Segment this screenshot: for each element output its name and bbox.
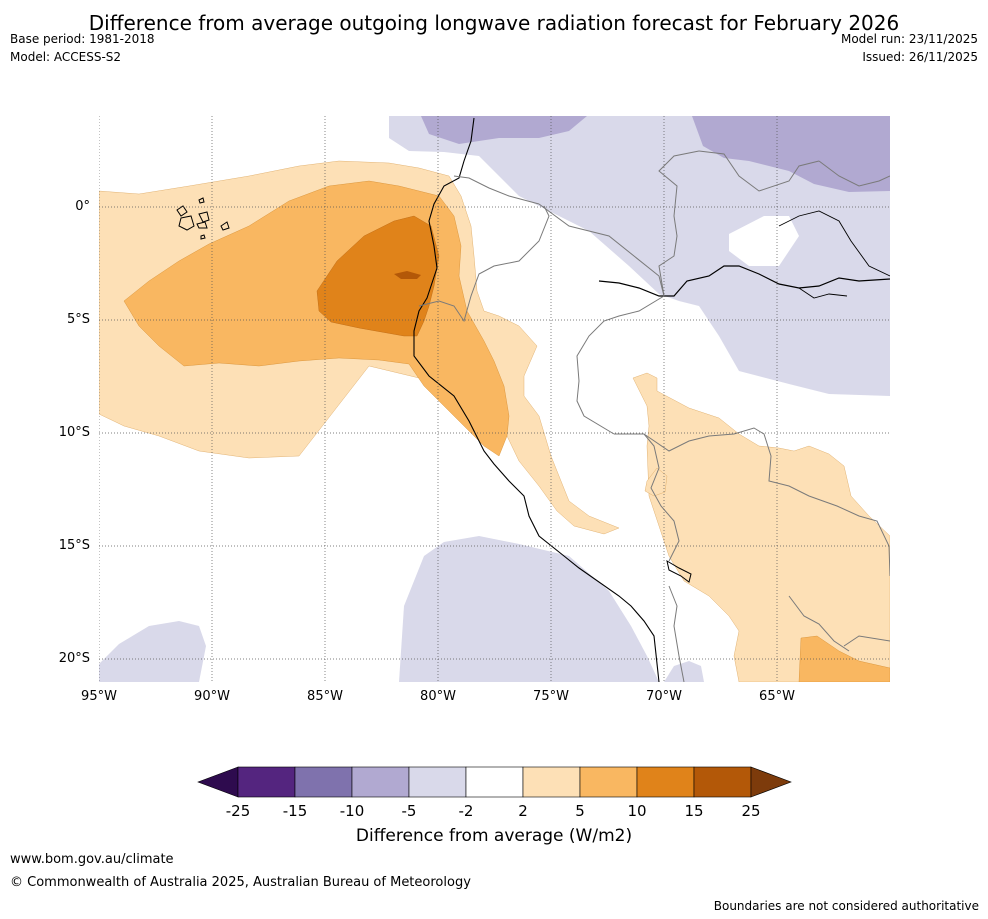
issued-date: Issued: 26/11/2025	[862, 50, 978, 64]
model-run: Model run: 23/11/2025	[840, 32, 978, 46]
lon-label-95w: 95°W	[81, 689, 117, 704]
anomaly-neg2-south-small	[664, 661, 704, 682]
colorbar-tick: 5	[575, 802, 585, 820]
anomaly-pos5-southeast	[798, 635, 890, 682]
boundary-peru-bolivia	[614, 433, 680, 562]
lat-label-10s: 10°S	[58, 425, 90, 440]
boundary-bolivia-brazil	[643, 427, 890, 577]
colorbar-bin-3	[351, 766, 410, 798]
colorbar-tick: 2	[518, 802, 528, 820]
model-name: Model: ACCESS-S2	[10, 50, 122, 64]
lat-label-0: 0°	[75, 199, 90, 214]
colorbar-tick: 25	[741, 802, 761, 820]
colorbar-tick: -5	[401, 802, 417, 820]
anomaly-pos10-coast	[316, 215, 440, 337]
rio-negro	[778, 210, 890, 277]
boundary-peru-brazil	[576, 295, 665, 435]
colorbar-bin-1	[237, 766, 296, 798]
anomaly-neg2-south	[399, 536, 659, 682]
colorbar-arrow-low	[197, 766, 239, 798]
lat-label-20s: 20°S	[58, 651, 90, 666]
colorbar-bin-4	[408, 766, 467, 798]
national-boundaries	[418, 150, 890, 682]
boundary-venezuela-brazil	[698, 150, 820, 192]
lon-label-75w: 75°W	[533, 689, 569, 704]
map-panel	[99, 116, 890, 682]
colorbar-tick: -10	[339, 802, 365, 820]
colorbar-tick: -25	[225, 802, 251, 820]
anomaly-neg2-southwest	[99, 621, 206, 682]
colorbar-bin-9	[693, 766, 752, 798]
lon-label-85w: 85°W	[307, 689, 343, 704]
boundary-bolivia-chile	[668, 585, 685, 682]
anomaly-neg5-north	[421, 116, 587, 144]
boundary-brazil-paraguay	[843, 635, 890, 647]
colorbar	[197, 766, 792, 798]
lon-label-80w: 80°W	[420, 689, 456, 704]
colorbar-tick: -15	[282, 802, 308, 820]
lat-label-15s: 15°S	[58, 538, 90, 553]
footer-url[interactable]: www.bom.gov.au/climate	[10, 852, 174, 867]
lon-label-65w: 65°W	[759, 689, 795, 704]
boundary-colombia-ecuador	[453, 175, 540, 205]
colorbar-title: Difference from average (W/m2)	[355, 826, 633, 846]
lat-label-5s: 5°S	[66, 312, 90, 327]
boundary-guyana	[818, 160, 890, 187]
header-right: Model run: 23/11/2025 Issued: 26/11/2025	[841, 30, 978, 66]
amazon-river	[598, 265, 890, 297]
lon-label-90w: 90°W	[194, 689, 230, 704]
colorbar-bin-8	[636, 766, 695, 798]
footer-copyright: © Commonwealth of Australia 2025, Austra…	[10, 875, 471, 890]
anomaly-pos2-small	[644, 467, 668, 497]
boundary-ecuador-peru	[418, 205, 550, 323]
map-title: Difference from average outgoing longwav…	[88, 11, 900, 35]
colorbar-bin-2	[294, 766, 353, 798]
colorbar-arrow-high	[750, 766, 792, 798]
anomaly-neg2-hole	[729, 216, 799, 266]
footer-disclaimer: Boundaries are not considered authoritat…	[713, 899, 979, 913]
lon-label-70w: 70°W	[646, 689, 682, 704]
colorbar-tick: 10	[627, 802, 647, 820]
base-period: Base period: 1981-2018	[10, 32, 155, 46]
coastline	[413, 117, 660, 682]
anomaly-pos15-small	[394, 271, 421, 279]
colorbar-tick: 15	[684, 802, 704, 820]
colorbar-tick: -2	[458, 802, 474, 820]
header-left: Base period: 1981-2018 Model: ACCESS-S2	[10, 30, 155, 66]
colorbar-bin-5	[465, 766, 524, 798]
amazon-tributary	[798, 287, 848, 299]
colorbar-bin-7	[579, 766, 638, 798]
boundary-colombia-peru	[538, 203, 665, 297]
anomaly-neg5-northeast	[692, 116, 890, 192]
anomaly-neg2-north	[389, 116, 890, 396]
graticule	[99, 116, 890, 682]
lake-titicaca	[666, 559, 692, 583]
colorbar-bin-6	[522, 766, 581, 798]
boundary-colombia-brazil	[658, 150, 700, 297]
boundary-bolivia-paraguay	[788, 595, 850, 652]
